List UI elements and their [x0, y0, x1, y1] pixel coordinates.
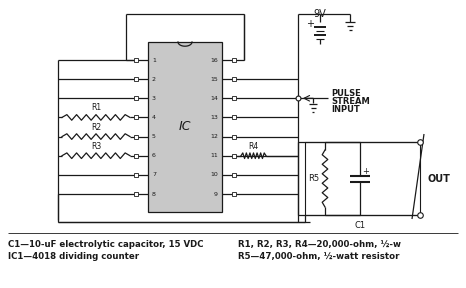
Bar	[232, 154, 236, 158]
Text: 8: 8	[152, 192, 156, 196]
Text: 1: 1	[152, 58, 156, 62]
Text: 3: 3	[152, 96, 156, 101]
Text: PULSE: PULSE	[331, 89, 361, 98]
Text: 2: 2	[152, 77, 156, 82]
Text: 7: 7	[152, 172, 156, 177]
Text: 6: 6	[152, 153, 156, 158]
Text: +: +	[362, 167, 369, 176]
Text: R3: R3	[91, 142, 101, 151]
Text: 9: 9	[214, 192, 218, 196]
Text: 11: 11	[210, 153, 218, 158]
Text: STREAM: STREAM	[331, 97, 370, 106]
Bar	[134, 154, 138, 158]
Bar	[134, 115, 138, 120]
Bar	[134, 134, 138, 139]
Text: 10: 10	[210, 172, 218, 177]
Text: R1, R2, R3, R4—20,000-ohm, ½-w: R1, R2, R3, R4—20,000-ohm, ½-w	[238, 240, 401, 249]
Bar	[148, 42, 222, 212]
Text: OUT: OUT	[428, 173, 451, 183]
Bar	[232, 173, 236, 177]
Text: C1: C1	[355, 221, 365, 230]
Text: 4: 4	[152, 115, 156, 120]
Bar	[134, 58, 138, 62]
Text: R2: R2	[91, 123, 101, 132]
Bar	[232, 134, 236, 139]
Text: 5: 5	[152, 134, 156, 139]
Bar	[134, 192, 138, 196]
Text: C1—10-uF electrolytic capacitor, 15 VDC: C1—10-uF electrolytic capacitor, 15 VDC	[8, 240, 204, 249]
Bar	[232, 58, 236, 62]
Text: R4: R4	[248, 142, 259, 151]
Bar	[134, 77, 138, 81]
Text: IC: IC	[179, 120, 191, 134]
Text: R5: R5	[308, 174, 319, 183]
Text: 9V: 9V	[314, 9, 326, 19]
Bar	[305, 142, 420, 215]
Bar	[232, 192, 236, 196]
Bar	[232, 115, 236, 120]
Bar	[134, 173, 138, 177]
Bar	[232, 96, 236, 100]
Bar	[134, 96, 138, 100]
Text: 16: 16	[210, 58, 218, 62]
Text: 13: 13	[210, 115, 218, 120]
Bar	[232, 77, 236, 81]
Text: R5—47,000-ohm, ½-watt resistor: R5—47,000-ohm, ½-watt resistor	[238, 252, 399, 261]
Text: 15: 15	[210, 77, 218, 82]
Text: +: +	[306, 19, 314, 29]
Text: 14: 14	[210, 96, 218, 101]
Text: INPUT: INPUT	[331, 105, 360, 114]
Text: 12: 12	[210, 134, 218, 139]
Text: R1: R1	[91, 103, 101, 112]
Text: IC1—4018 dividing counter: IC1—4018 dividing counter	[8, 252, 139, 261]
